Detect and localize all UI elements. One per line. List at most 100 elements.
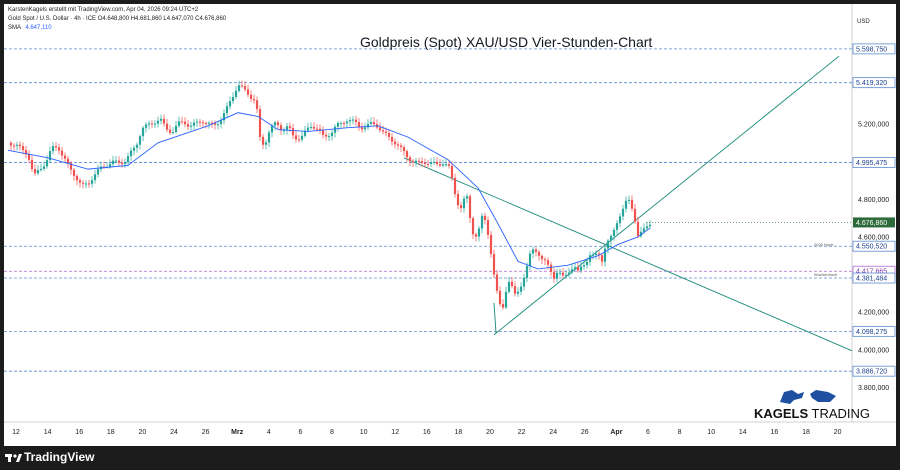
candle-body xyxy=(633,208,637,222)
candle-body xyxy=(426,163,430,165)
candle-body xyxy=(555,272,559,279)
candle-body xyxy=(132,147,136,151)
x-tick-label: 24 xyxy=(170,429,178,436)
candle-body xyxy=(474,234,478,237)
low-marker-line xyxy=(493,302,497,333)
descending-trendline[interactable] xyxy=(403,157,853,352)
x-tick-label: 16 xyxy=(75,429,83,436)
candle-body xyxy=(498,290,502,305)
candle-body xyxy=(522,277,526,287)
candle-body xyxy=(60,150,64,156)
level-price-label: 3.886,720 xyxy=(856,369,887,376)
candle-body xyxy=(93,174,97,181)
candle-body xyxy=(606,240,610,249)
candle-body xyxy=(180,121,184,123)
x-tick-label: 12 xyxy=(12,429,20,436)
candle-body xyxy=(318,128,322,131)
candle-body xyxy=(174,125,178,132)
candle-body xyxy=(153,123,157,125)
x-tick-label: 20 xyxy=(139,429,147,436)
chart-canvas[interactable]: 3.800,0004.000,0004.200,0004.400,0004.60… xyxy=(4,4,896,446)
candle-body xyxy=(465,196,469,199)
level-price-label: 4.417,665 xyxy=(856,269,887,276)
candle-body xyxy=(78,180,82,183)
candle-body xyxy=(414,160,418,163)
candle-body xyxy=(501,304,505,308)
candle-body xyxy=(579,266,583,271)
candle-body xyxy=(282,130,286,132)
candle-body xyxy=(507,281,511,292)
candle-body xyxy=(546,260,550,265)
candle-body xyxy=(15,144,19,146)
candle-body xyxy=(378,127,382,131)
candle-body xyxy=(648,224,652,227)
candle-body xyxy=(54,146,58,148)
brand-name: KAGELS TRADING xyxy=(754,406,870,421)
candle-body xyxy=(450,165,454,178)
x-tick-label: 20 xyxy=(834,429,842,436)
candle-body xyxy=(138,136,142,145)
candle-body xyxy=(156,120,160,124)
symbol-line: Gold Spot / U.S. Dollar · 4h · ICE O4.64… xyxy=(8,16,227,22)
candle-body xyxy=(411,161,415,163)
candle-body xyxy=(273,122,277,126)
candle-body xyxy=(381,130,385,132)
candle-body xyxy=(150,123,154,125)
brand-rest: TRADING xyxy=(808,406,871,421)
kagels-logo xyxy=(770,384,850,406)
sma-value: 4.647,110 xyxy=(25,25,52,31)
candle-body xyxy=(447,164,451,166)
ascending-trendline[interactable] xyxy=(493,55,840,336)
candle-body xyxy=(204,123,208,125)
sma-line[interactable] xyxy=(7,112,651,270)
sma-legend: SMA 4.647,110 xyxy=(8,25,52,31)
candle-body xyxy=(393,141,397,145)
candle-body xyxy=(210,122,214,124)
candle-body xyxy=(141,127,145,137)
level-price-label: 5.598,750 xyxy=(856,46,887,53)
x-tick-label: 6 xyxy=(298,429,302,436)
chart-title: Goldpreis (Spot) XAU/USD Vier-Stunden-Ch… xyxy=(360,34,653,50)
candle-body xyxy=(399,145,403,148)
candle-body xyxy=(240,85,244,87)
candle-body xyxy=(585,261,589,266)
candle-body xyxy=(237,85,241,91)
candle-body xyxy=(462,198,466,209)
candle-body xyxy=(207,122,211,124)
candle-body xyxy=(171,131,175,133)
candle-body xyxy=(147,123,151,125)
candle-body xyxy=(468,196,472,219)
level-price-tag xyxy=(852,325,896,337)
candle-body xyxy=(309,127,313,129)
candle-body xyxy=(63,155,67,159)
candle-body xyxy=(612,229,616,237)
candle-body xyxy=(621,208,625,217)
x-tick-label: 26 xyxy=(581,429,589,436)
candle-body xyxy=(303,130,307,136)
candle-body xyxy=(96,169,100,175)
y-tick-label: 3.800,000 xyxy=(858,385,889,392)
candle-body xyxy=(534,249,538,252)
candle-body xyxy=(222,113,226,121)
candle-body xyxy=(630,199,634,209)
x-tick-label: Mrz xyxy=(231,429,244,436)
x-tick-label: 18 xyxy=(455,429,463,436)
x-tick-label: 14 xyxy=(44,429,52,436)
level-price-tag xyxy=(852,43,896,55)
candle-body xyxy=(639,231,643,237)
candle-body xyxy=(504,291,508,308)
tradingview-logo-text: TradingView xyxy=(24,450,95,464)
x-tick-label: 10 xyxy=(707,429,715,436)
candle-body xyxy=(165,123,169,130)
candle-body xyxy=(297,139,301,141)
candle-body xyxy=(396,144,400,146)
candle-body xyxy=(384,131,388,134)
candle-body xyxy=(402,147,406,152)
candle-body xyxy=(642,228,646,232)
x-tick-label: 12 xyxy=(391,429,399,436)
candle-body xyxy=(234,90,238,97)
candle-body xyxy=(438,164,442,166)
candle-body xyxy=(159,118,163,121)
x-tick-label: 24 xyxy=(549,429,557,436)
current-price-label: 4.676,860 xyxy=(856,220,887,227)
